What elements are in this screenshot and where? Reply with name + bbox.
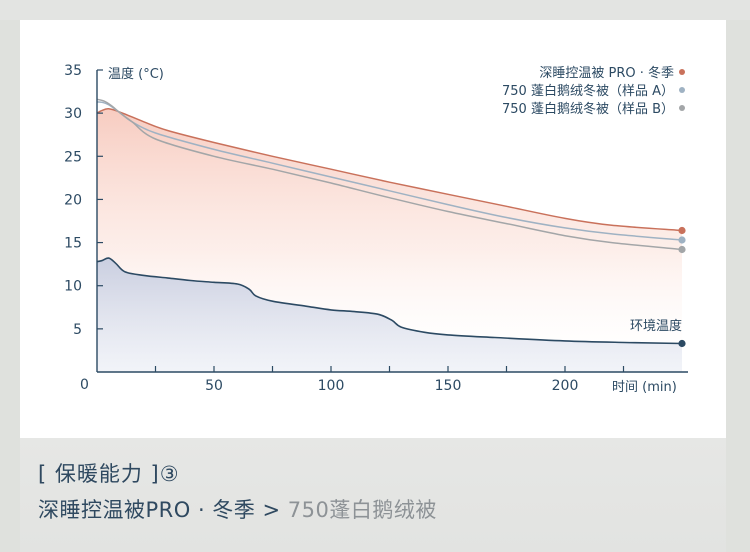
ambient-series-label: 环境温度 <box>630 318 682 334</box>
x-tick-label: 50 <box>205 378 223 394</box>
bracket-close: ] <box>142 462 160 486</box>
x-tick-label: 150 <box>435 378 462 394</box>
endpoint-ambient <box>678 339 686 348</box>
top-strip <box>0 0 750 20</box>
endpoint-sample-b <box>678 245 686 254</box>
y-tick-label: 30 <box>64 106 82 122</box>
endpoint-sample-a <box>678 236 686 244</box>
y-tick-label: 35 <box>64 63 82 79</box>
x-tick-label: 100 <box>318 378 345 394</box>
x-axis-label: 时间 (min) <box>612 380 677 395</box>
section-heading: [ 保暖能力 ]③ <box>38 460 437 488</box>
caption: [ 保暖能力 ]③ 深睡控温被PRO · 冬季 > 750蓬白鹅绒被 <box>38 460 437 526</box>
comparison-symbol: > <box>262 498 281 522</box>
y-tick-label: 20 <box>64 192 82 208</box>
bracket-open: [ <box>38 462 55 486</box>
legend-entry-sample-a: 750 蓬白鹅绒冬被（样品 A） <box>502 83 674 99</box>
y-tick-label: 15 <box>64 236 82 252</box>
right-margin <box>726 20 750 552</box>
y-tick-label: 25 <box>64 149 82 165</box>
endpoint-pro <box>678 226 686 235</box>
legend-marker-sample-b <box>679 105 685 111</box>
series-line-pro <box>96 108 683 232</box>
section-title: 保暖能力 <box>54 462 143 486</box>
chart-card: 5 10 15 20 25 30 35 50 100 150 200 温度 (°C) 时间 (min… <box>20 20 726 438</box>
product-name: 深睡控温被PRO · 冬季 <box>38 498 256 522</box>
y-tick-label: 5 <box>73 322 82 338</box>
legend-marker-pro <box>679 69 685 75</box>
left-margin <box>0 20 20 552</box>
x-tick-label: 200 <box>552 378 579 394</box>
legend-marker-sample-a <box>679 87 685 93</box>
legend-entry-pro: 深睡控温被 PRO · 冬季 <box>539 65 674 81</box>
series-line-sample-b <box>96 98 683 251</box>
legend-entry-sample-b: 750 蓬白鹅绒冬被（样品 B） <box>502 101 674 117</box>
temperature-chart: 5 10 15 20 25 30 35 50 100 150 200 温度 (°C) 时间 (min… <box>64 63 688 395</box>
comparison-line: 深睡控温被PRO · 冬季 > 750蓬白鹅绒被 <box>38 494 437 526</box>
caption-panel <box>20 438 726 552</box>
origin-label: 0 <box>80 377 89 393</box>
y-tick-label: 10 <box>64 279 82 295</box>
footnote-mark: ③ <box>159 462 180 486</box>
y-axis-label: 温度 (°C) <box>108 66 164 82</box>
competitor-name: 750蓬白鹅绒被 <box>287 498 437 522</box>
series-line-ambient <box>96 257 683 345</box>
